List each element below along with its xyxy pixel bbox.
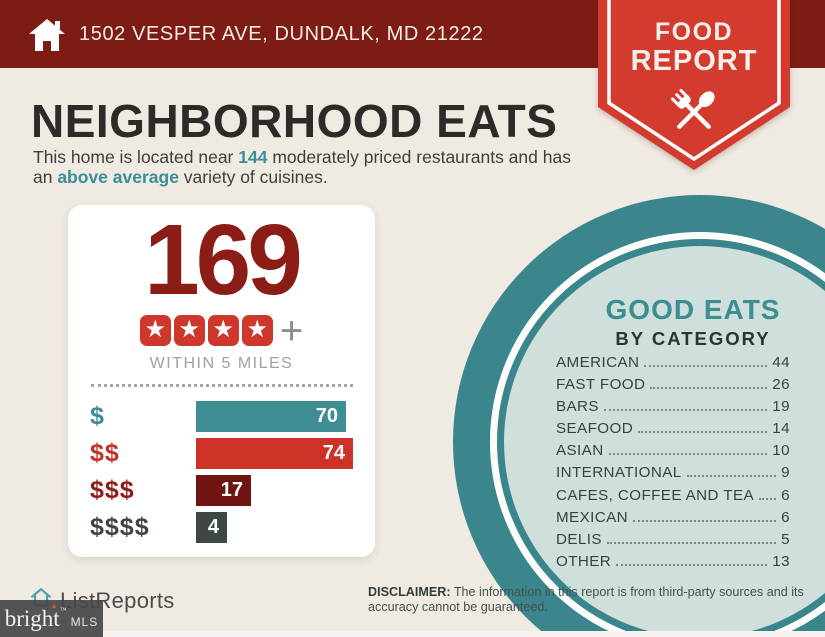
price-tier-label: $$ <box>90 439 120 467</box>
intro-mid: moderately priced restaurants and has an <box>33 147 571 187</box>
bottom-strip <box>0 631 825 637</box>
badge-line1: FOOD <box>654 18 734 46</box>
category-row: ASIAN 10 <box>556 442 790 464</box>
price-tier-label: $$$ <box>90 476 135 504</box>
price-bar-value: 70 <box>315 405 338 427</box>
category-label: CAFES, COFFEE AND TEA <box>556 486 754 504</box>
category-row: MEXICAN 6 <box>556 509 790 531</box>
category-list: AMERICAN 44 FAST FOOD 26 BARS 19 SEAFOOD 14 ASIA… <box>556 354 790 575</box>
price-tier-label: $ <box>90 402 105 430</box>
category-heading: GOOD EATS BY CATEGORY <box>553 294 825 350</box>
price-bar: 17 <box>196 475 251 506</box>
intro-post: variety of cuisines. <box>178 166 328 187</box>
category-label: SEAFOOD <box>556 420 634 438</box>
star-icon: ★ <box>207 315 239 346</box>
restaurant-count: 144 <box>238 147 268 167</box>
category-value: 9 <box>781 464 790 482</box>
intro-text: This home is located near 144 moderately… <box>33 147 593 187</box>
category-row: BARS 19 <box>556 398 790 420</box>
category-label: ASIAN <box>556 442 604 460</box>
category-value: 13 <box>772 552 790 570</box>
variety-rating: above average <box>57 166 179 187</box>
within-miles-label: WITHIN 5 MILES <box>149 355 294 372</box>
category-circle-white-ring <box>490 232 825 637</box>
category-label: AMERICAN <box>556 354 640 371</box>
dotted-leader <box>686 475 777 478</box>
fork-spoon-icon <box>666 84 722 145</box>
disclaimer-body: The information in this report is from t… <box>368 585 804 614</box>
price-bar: 70 <box>196 401 346 432</box>
category-label: DELIS <box>556 530 602 548</box>
category-row: AMERICAN 44 <box>556 354 790 376</box>
price-bar-row: $$$ 17 <box>68 475 375 506</box>
category-label: OTHER <box>556 552 612 570</box>
dotted-leader <box>638 431 768 434</box>
category-value: 19 <box>772 398 790 416</box>
price-bar: 4 <box>196 512 227 543</box>
price-bar-value: 74 <box>322 442 345 464</box>
price-bar: 74 <box>196 438 353 469</box>
category-circle-inner <box>504 246 825 637</box>
disclaimer-text: DISCLAIMER: The information in this repo… <box>368 585 820 615</box>
property-address: 1502 VESPER AVE, DUNDALK, MD 21222 <box>79 22 484 45</box>
disclaimer-label: DISCLAIMER: <box>368 585 451 599</box>
dotted-leader <box>759 497 777 500</box>
category-row: FAST FOOD 26 <box>556 376 790 398</box>
dotted-leader <box>606 541 777 544</box>
category-value: 44 <box>772 354 790 371</box>
by-category-subtitle: BY CATEGORY <box>615 328 771 349</box>
star-rating: ★ ★ ★ ★ + <box>68 308 375 353</box>
category-value: 26 <box>772 376 790 394</box>
price-tier-label: $$$$ <box>90 513 150 541</box>
category-label: INTERNATIONAL <box>556 464 682 482</box>
star-icon: ★ <box>173 315 205 346</box>
star-icon: ★ <box>139 315 171 346</box>
mls-label: MLS <box>70 614 99 629</box>
price-bar-value: 4 <box>207 516 219 538</box>
category-label: MEXICAN <box>556 508 628 526</box>
category-label: BARS <box>556 398 599 416</box>
total-restaurants: 169 <box>144 204 303 316</box>
good-eats-title: GOOD EATS <box>605 294 781 325</box>
home-icon <box>27 17 67 58</box>
dotted-leader <box>616 563 768 566</box>
category-row: SEAFOOD 14 <box>556 420 790 442</box>
category-row: INTERNATIONAL 9 <box>556 464 790 486</box>
bright-wordmark: bright™ ▲ <box>4 601 67 631</box>
category-value: 6 <box>781 508 790 526</box>
category-value: 10 <box>772 442 790 460</box>
price-bar-value: 17 <box>220 479 243 501</box>
dotted-leader <box>644 365 768 367</box>
dotted-divider <box>90 384 353 387</box>
dotted-leader <box>650 387 768 390</box>
page-title: NEIGHBORHOOD EATS <box>31 95 558 147</box>
plus-icon: + <box>279 308 304 353</box>
dotted-leader <box>633 519 777 522</box>
category-row: DELIS 5 <box>556 531 790 553</box>
price-bar-row: $$ 74 <box>68 438 375 469</box>
badge-line2: REPORT <box>630 45 758 77</box>
bright-caret-icon: ▲ <box>50 601 58 610</box>
intro-pre: This home is located near <box>33 147 239 167</box>
price-bar-row: $$$$ 4 <box>68 512 375 543</box>
star-icon: ★ <box>241 315 273 346</box>
restaurant-stats-card: 169 ★ ★ ★ ★ + WITHIN 5 MILES $70 $$ 74 $$$ 17 $$$… <box>68 205 375 557</box>
category-row: OTHER 13 <box>556 553 790 575</box>
price-bars-chart: $70 $$ 74 $$$ 17 $$$$ 4 <box>68 401 375 543</box>
dotted-leader <box>603 409 768 412</box>
category-value: 14 <box>772 420 790 438</box>
category-row: CAFES, COFFEE AND TEA 6 <box>556 487 790 509</box>
category-label: FAST FOOD <box>556 376 646 394</box>
category-value: 5 <box>781 530 790 548</box>
food-report-badge: FOOD REPORT <box>598 0 790 170</box>
bright-mls-logo: bright™ ▲ MLS <box>0 600 103 637</box>
dotted-leader <box>608 453 768 456</box>
category-value: 6 <box>781 486 790 504</box>
price-bar-row: $70 <box>68 401 375 432</box>
